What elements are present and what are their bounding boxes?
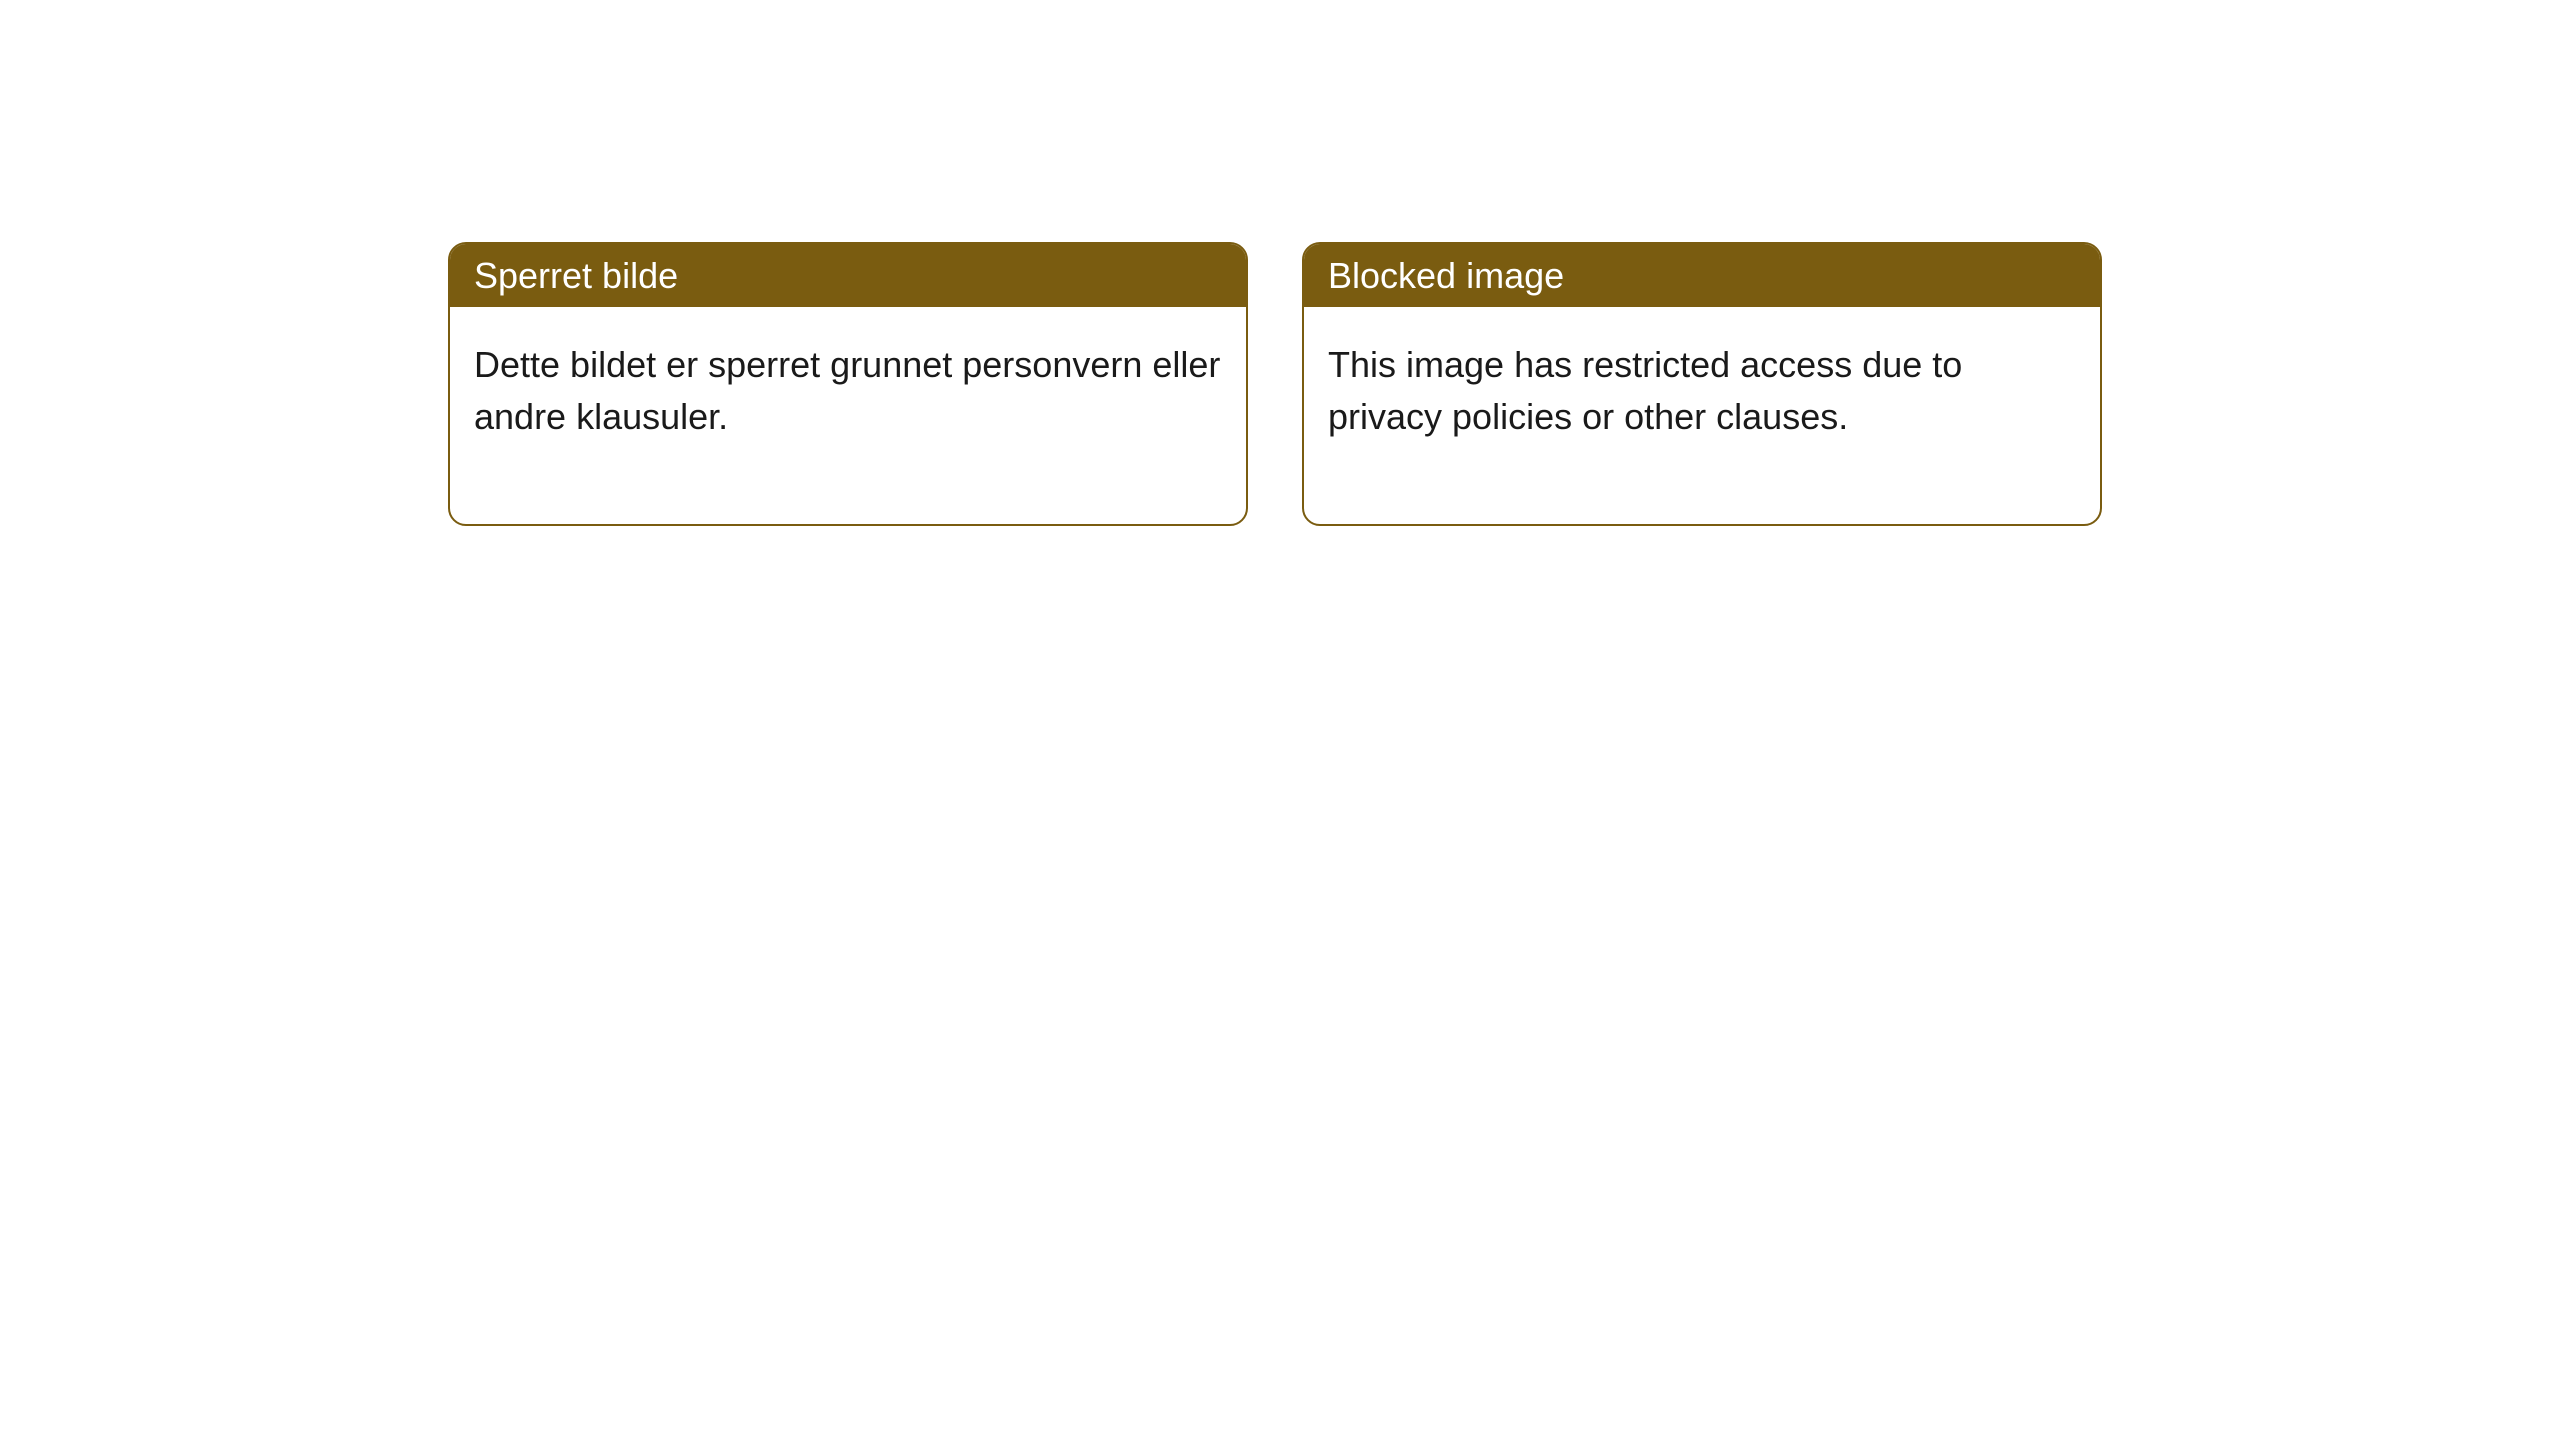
- blocked-image-card-no: Sperret bilde Dette bildet er sperret gr…: [448, 242, 1248, 526]
- card-header: Sperret bilde: [450, 244, 1246, 307]
- blocked-image-card-en: Blocked image This image has restricted …: [1302, 242, 2102, 526]
- message-container: Sperret bilde Dette bildet er sperret gr…: [0, 0, 2560, 526]
- card-body: This image has restricted access due to …: [1304, 307, 2100, 523]
- card-title: Sperret bilde: [474, 255, 678, 296]
- card-title: Blocked image: [1328, 255, 1564, 296]
- card-body: Dette bildet er sperret grunnet personve…: [450, 307, 1246, 523]
- card-message: Dette bildet er sperret grunnet personve…: [474, 344, 1220, 437]
- card-message: This image has restricted access due to …: [1328, 344, 1962, 437]
- card-header: Blocked image: [1304, 244, 2100, 307]
